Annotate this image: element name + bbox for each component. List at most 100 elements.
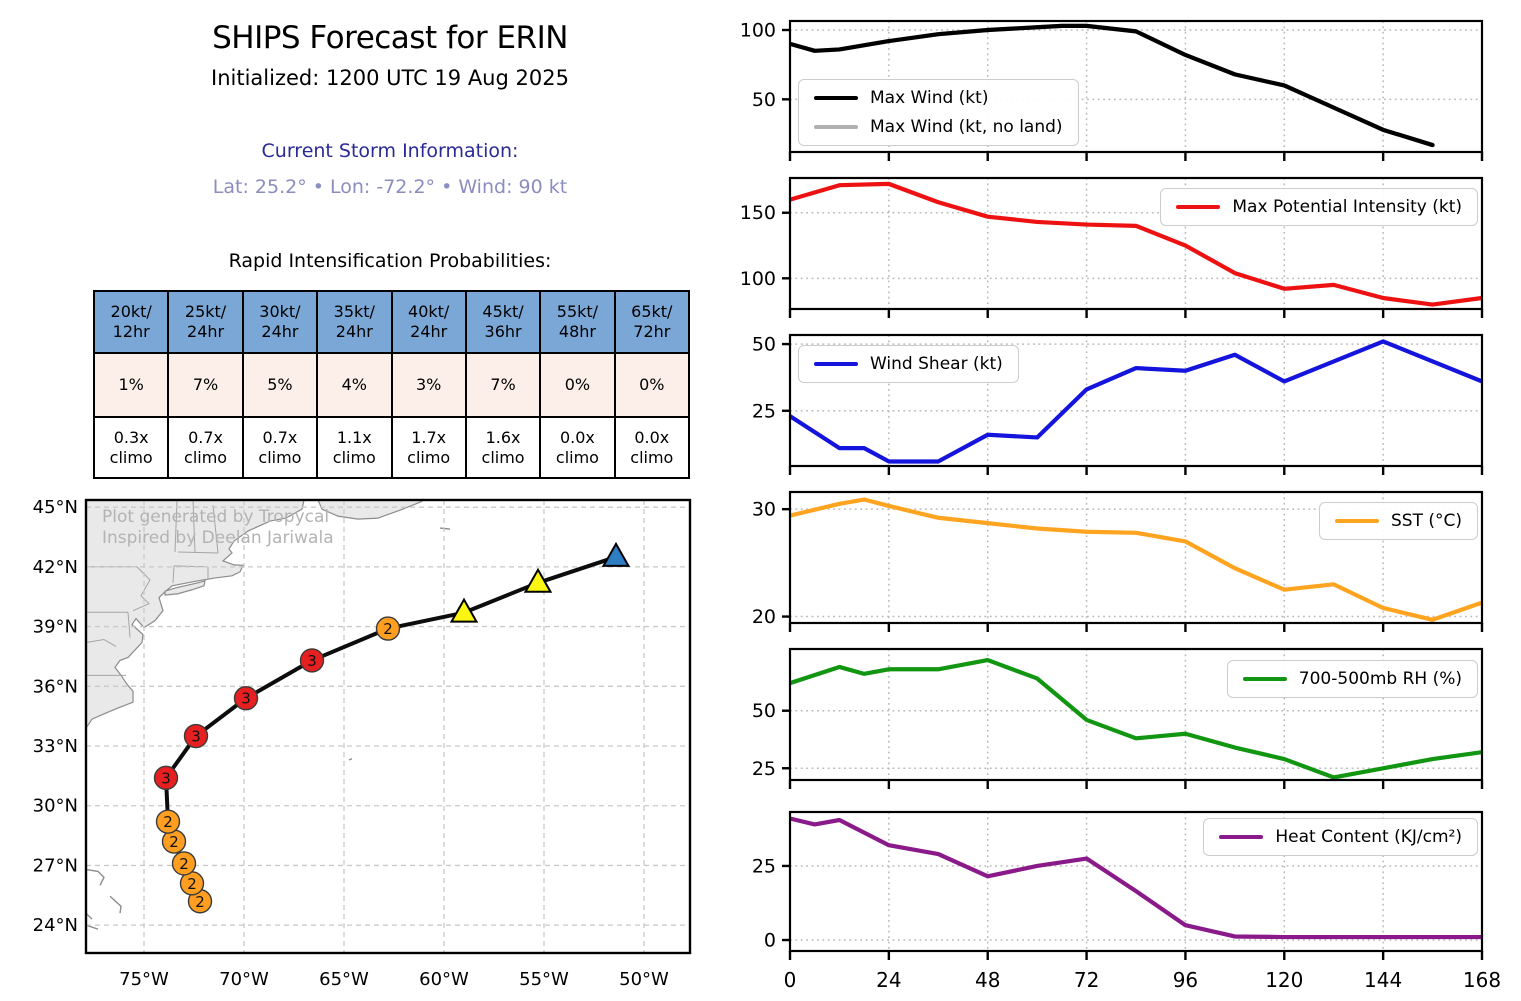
y-tick-label: 150 xyxy=(740,202,776,224)
x-tick-label: 0 xyxy=(784,968,797,992)
ri-threshold-cell: 35kt/ 24hr xyxy=(316,290,393,354)
island-outline xyxy=(439,527,451,530)
y-tick-label: 25 xyxy=(752,758,776,780)
island-outline xyxy=(109,895,122,914)
map-lon-tick-label: 70°W xyxy=(219,969,269,990)
legend-label: Max Wind (kt, no land) xyxy=(870,117,1063,137)
ri-climo-cell: 0.7x climo xyxy=(167,416,244,479)
state-border xyxy=(127,612,131,638)
y-tick-label: 25 xyxy=(752,400,776,422)
ri-probability-cell: 0% xyxy=(613,352,691,418)
track-point-label: 2 xyxy=(163,813,173,831)
x-tick-label: 48 xyxy=(975,968,1000,992)
map-lat-tick-label: 24°N xyxy=(33,915,78,936)
ri-climo-cell: 0.0x climo xyxy=(539,416,616,479)
track-point-category-3 xyxy=(233,686,259,711)
track-point-triangle xyxy=(523,567,553,593)
x-tick-label: 168 xyxy=(1463,968,1501,992)
track-point-triangle xyxy=(449,597,479,623)
y-tick-label: 30 xyxy=(752,499,776,521)
ri-probability-cell: 4% xyxy=(316,352,393,418)
ri-climo-cell: 0.7x climo xyxy=(241,416,319,479)
ri-probability-cell: 5% xyxy=(241,352,319,418)
y-tick-label: 100 xyxy=(740,268,776,290)
y-tick-label: 50 xyxy=(752,700,776,722)
y-tick-label: 100 xyxy=(740,20,776,42)
map-lat-tick-label: 27°N xyxy=(33,855,78,876)
land-polygon xyxy=(86,500,305,730)
ri-probability-cell: 7% xyxy=(167,352,244,418)
series-heat_content xyxy=(790,816,1482,940)
ri-climo-cell: 1.1x climo xyxy=(316,416,393,479)
x-tick-label: 144 xyxy=(1364,968,1402,992)
series-max_wind xyxy=(790,23,1435,148)
track-point-triangle xyxy=(601,541,631,567)
track-point-category-2 xyxy=(171,851,197,876)
series-sst xyxy=(790,497,1482,622)
state-border xyxy=(177,551,219,554)
ri-climo-cell: 1.6x climo xyxy=(464,416,542,479)
state-border xyxy=(212,505,219,553)
sst-line-sample xyxy=(1334,518,1379,524)
chart-border xyxy=(788,490,1484,625)
track-point-label: 2 xyxy=(187,875,197,893)
island-outline xyxy=(86,868,105,886)
ri-threshold-cell: 40kt/ 24hr xyxy=(390,290,467,354)
map-lat-tick-label: 39°N xyxy=(33,617,78,638)
map-lon-tick-label: 65°W xyxy=(319,969,369,990)
ri-table-title: Rapid Intensification Probabilities: xyxy=(228,250,552,272)
map-lon-tick-label: 60°W xyxy=(419,969,469,990)
legend-label: SST (°C) xyxy=(1390,511,1462,531)
chart-border xyxy=(788,333,1484,468)
track-map: 2 2 2 2 2 3 3 3 3 2 75°W 70°W 65°W 60°W 55°W 50°W 45°N 42… xyxy=(30,495,745,1001)
state-border xyxy=(173,565,209,568)
ri-probability-cell: 1% xyxy=(92,352,170,418)
ri-threshold-cell: 30kt/ 24hr xyxy=(241,290,319,354)
ri-threshold-cell: 45kt/ 36hr xyxy=(464,290,542,354)
track-point-category-3 xyxy=(183,723,209,749)
x-tick-label: 72 xyxy=(1074,968,1099,992)
legend-sst: SST (°C) xyxy=(1318,502,1478,540)
map-lat-tick-label: 36°N xyxy=(33,676,78,697)
island-outline xyxy=(86,924,99,930)
x-tick-label: 96 xyxy=(1173,968,1198,992)
track-point-category-2 xyxy=(155,809,181,834)
legend-label: Wind Shear (kt) xyxy=(870,354,1003,374)
y-tick-label: 0 xyxy=(764,930,776,952)
ri-climo-cell: 0.3x climo xyxy=(92,416,170,479)
rh-line-sample xyxy=(1242,676,1287,682)
track-point-label: 3 xyxy=(161,769,171,787)
legend-label: 700-500mb RH (%) xyxy=(1298,669,1462,689)
ri-threshold-cell: 65kt/ 72hr xyxy=(613,290,691,354)
map-lon-tick-label: 50°W xyxy=(619,969,669,990)
island-outline xyxy=(348,758,353,761)
series-rh_700_500 xyxy=(790,657,1482,780)
state-border xyxy=(174,500,178,552)
chart-border xyxy=(788,176,1484,311)
track-point-label: 2 xyxy=(195,893,205,911)
shear-line-sample xyxy=(814,361,858,367)
x-tick-label: 120 xyxy=(1265,968,1303,992)
chart-border xyxy=(788,647,1484,782)
track-point-label: 3 xyxy=(191,728,201,746)
chart-panel-heat_content: 0 25 0 24 48 72 96 120 144 168 xyxy=(752,810,1501,992)
storm-info-values: Lat: 25.2° • Lon: -72.2° • Wind: 90 kt xyxy=(212,176,568,198)
state-border xyxy=(172,565,175,583)
map-lat-tick-label: 42°N xyxy=(33,557,78,578)
rapid-intensification-table: 20kt/ 12hr 25kt/ 24hr 30kt/ 24hr 35kt/ 24hr… xyxy=(92,290,691,479)
map-lat-tick-label: 30°N xyxy=(33,796,78,817)
ri-probability-cell: 0% xyxy=(539,352,616,418)
y-tick-label: 50 xyxy=(752,89,776,111)
track-point-label: 3 xyxy=(241,690,251,708)
state-border xyxy=(86,638,117,647)
legend-max-potential-intensity: Max Potential Intensity (kt) xyxy=(1160,188,1478,226)
map-lat-tick-label: 33°N xyxy=(33,736,78,757)
series-max_potential_intensity xyxy=(790,181,1482,307)
ri-probability-cell: 7% xyxy=(464,352,542,418)
legend-label: Heat Content (KJ/cm²) xyxy=(1275,827,1462,847)
y-tick-label: 50 xyxy=(752,334,776,356)
track-point-label: 3 xyxy=(307,652,317,670)
max-wind-line-sample xyxy=(814,95,858,101)
